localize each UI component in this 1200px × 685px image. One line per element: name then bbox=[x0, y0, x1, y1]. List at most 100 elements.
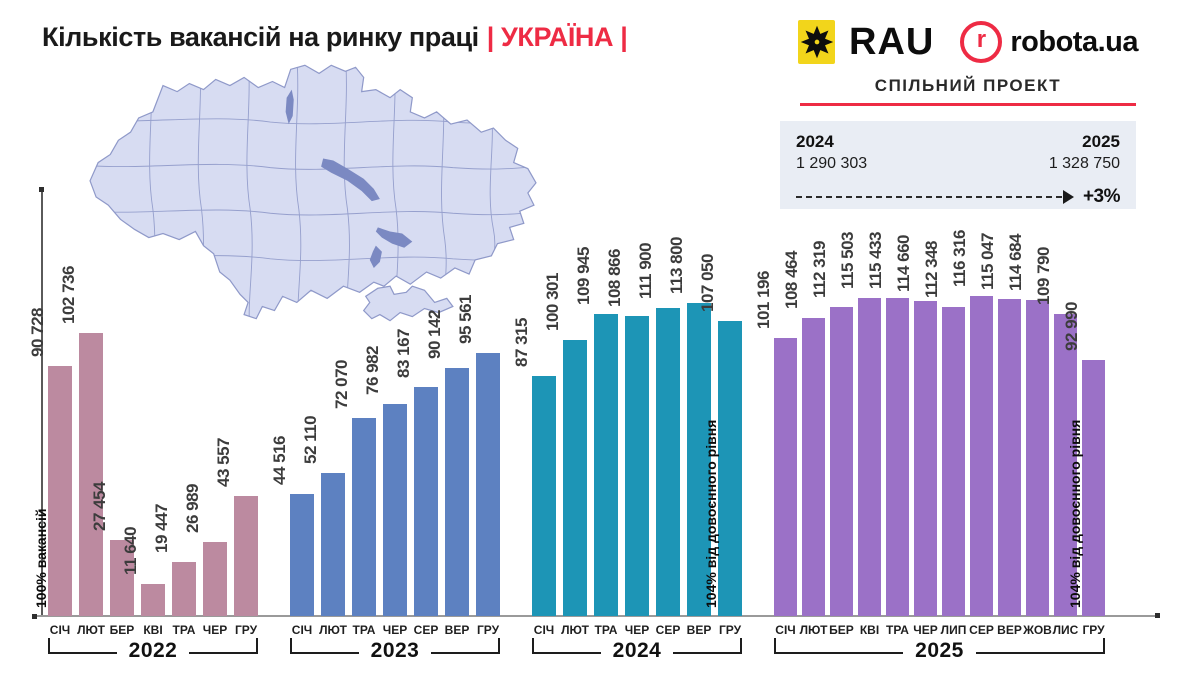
bracket-line bbox=[50, 652, 117, 654]
bar-value-label: 72 070 bbox=[332, 360, 351, 409]
bar-2022-КВІ: 11 640 КВІ bbox=[121, 185, 165, 637]
month-label: СІЧ bbox=[291, 623, 313, 637]
robota-logo: r robota.ua bbox=[960, 21, 1138, 63]
bar-value-label: 44 516 bbox=[270, 436, 289, 485]
bracket-tick bbox=[498, 638, 500, 654]
y-axis-top-marker bbox=[39, 187, 44, 192]
summary-total-left: 1 290 303 bbox=[796, 155, 868, 172]
bar-rect bbox=[141, 584, 165, 616]
bar-rect bbox=[625, 316, 649, 616]
ukraine-map bbox=[89, 64, 537, 322]
bar-value-label: 115 433 bbox=[866, 231, 885, 289]
month-label: ГРУ bbox=[718, 623, 742, 637]
bar-rect bbox=[998, 299, 1021, 616]
bar-rect bbox=[352, 418, 376, 616]
bar-group-2022: 90 728 100% вакансій СІЧ 102 736 ЛЮТ 27 454 БЕ… bbox=[28, 185, 258, 662]
bar-2024-ВЕР: 113 800 ВЕР bbox=[667, 185, 711, 637]
bar-2023-ЧЕР: 76 982 ЧЕР bbox=[363, 185, 407, 637]
dnipro-river bbox=[285, 89, 413, 268]
year-label: 2025 bbox=[915, 639, 964, 662]
x-axis-left-marker bbox=[32, 614, 37, 619]
bar-value-label: 108 866 bbox=[605, 249, 624, 307]
bar-rect bbox=[321, 473, 345, 616]
bar-2022-ГРУ: 43 557 ГРУ bbox=[214, 185, 258, 637]
month-label: ЛИС bbox=[1052, 623, 1079, 637]
x-axis-right-marker bbox=[1155, 613, 1160, 618]
bar-2022-СІЧ: 90 728 100% вакансій СІЧ bbox=[28, 185, 72, 637]
month-label: КВІ bbox=[859, 623, 880, 637]
year-label: 2023 bbox=[370, 639, 420, 662]
bar-value-label: 115 503 bbox=[838, 231, 857, 289]
bar-value-label: 100 301 bbox=[543, 273, 562, 331]
bracket-line bbox=[292, 652, 359, 654]
summary-year-right: 2025 bbox=[1082, 132, 1120, 151]
bar-2024-ТРА: 109 945 ТРА bbox=[574, 185, 618, 637]
bar-rect bbox=[1054, 314, 1077, 616]
bar-rect bbox=[532, 376, 556, 616]
bar-2025-ЛИП: 112 348 ЛИП bbox=[922, 185, 966, 637]
bar-2024-ГРУ: 107 050 104% від довоєнного рівня ГРУ bbox=[698, 185, 742, 637]
bar-2025-КВІ: 115 503 КВІ bbox=[838, 185, 881, 637]
bar-value-label: 27 454 bbox=[90, 482, 109, 531]
bar-2025-ЛЮТ: 108 464 ЛЮТ bbox=[782, 185, 827, 637]
month-label: СІЧ bbox=[49, 623, 71, 637]
month-label: ГРУ bbox=[1082, 623, 1105, 637]
bracket-line bbox=[776, 652, 904, 654]
bar-2022-ЛЮТ: 102 736 ЛЮТ bbox=[59, 185, 105, 637]
bar-rect bbox=[290, 494, 314, 616]
bracket-tick bbox=[256, 638, 258, 654]
partners-block: RAU r robota.ua СПІЛЬНИЙ ПРОЕКТ bbox=[798, 20, 1138, 96]
bar-2022-ЧЕР: 26 989 ЧЕР bbox=[183, 185, 227, 637]
bracket-line bbox=[189, 652, 256, 654]
bar-rect bbox=[858, 298, 881, 616]
bar-value-label: 115 047 bbox=[978, 232, 997, 290]
page-title-highlight: | УКРАЇНА | bbox=[486, 22, 628, 52]
bar-2024-СЕР: 111 900 СЕР bbox=[636, 185, 680, 637]
bar-rect bbox=[234, 496, 258, 616]
rau-star-icon bbox=[800, 25, 833, 59]
year-bracket-2025: 2025 bbox=[774, 638, 1105, 662]
bar-rect bbox=[48, 366, 72, 616]
bar-value-label: 90 728 bbox=[28, 308, 47, 357]
month-label: ЛЮТ bbox=[319, 623, 347, 637]
month-label: ВЕР bbox=[997, 623, 1022, 637]
bar-2023-ВЕР: 90 142 ВЕР bbox=[425, 185, 469, 637]
bar-rect bbox=[476, 353, 500, 616]
ukraine-outline bbox=[89, 64, 537, 320]
year-bracket-2023: 2023 bbox=[290, 638, 500, 662]
month-label: ЖОВ bbox=[1023, 623, 1052, 637]
bar-rect bbox=[110, 540, 134, 616]
bracket-tick bbox=[774, 638, 776, 654]
bar-2023-ТРА: 72 070 ТРА bbox=[332, 185, 376, 637]
bar-2022-БЕР: 27 454 БЕР bbox=[90, 185, 134, 637]
bar-2023-ЛЮТ: 52 110 ЛЮТ bbox=[301, 185, 347, 637]
month-label: СЕР bbox=[969, 623, 994, 637]
month-label: СІЧ bbox=[533, 623, 555, 637]
bar-2025-ЛИС: 109 790 ЛИС bbox=[1034, 185, 1078, 637]
month-label: ЛИП bbox=[940, 623, 967, 637]
bar-value-label: 95 561 bbox=[456, 295, 475, 344]
summary-change-badge: +3% bbox=[1082, 186, 1121, 207]
rau-logo-text: RAU bbox=[849, 21, 935, 63]
month-label: ТРА bbox=[886, 623, 909, 637]
bar-rect bbox=[687, 303, 711, 616]
month-label: СЕР bbox=[655, 623, 681, 637]
bar-2025-БЕР: 112 319 БЕР bbox=[810, 185, 854, 637]
dashed-trend-line bbox=[796, 196, 1062, 198]
bar-2024-ЧЕР: 108 866 ЧЕР bbox=[605, 185, 649, 637]
y-axis bbox=[41, 190, 43, 616]
bar-value-label: 109 790 bbox=[1034, 247, 1053, 305]
bar-annotation: 104% від довоєнного рівня bbox=[703, 419, 719, 608]
bracket-tick bbox=[1103, 638, 1105, 654]
summary-box: 2024 2025 1 290 303 1 328 750 +3% bbox=[780, 121, 1136, 209]
month-label: ЛЮТ bbox=[561, 623, 589, 637]
bar-value-label: 52 110 bbox=[301, 415, 320, 464]
bar-2023-СЕР: 83 167 СЕР bbox=[394, 185, 438, 637]
page-title: Кількість вакансій на ринку праці | УКРАЇ… bbox=[42, 22, 628, 53]
bar-2025-ЖОВ: 114 684 ЖОВ bbox=[1006, 185, 1052, 637]
bar-2025-ЧЕР: 114 660 ЧЕР bbox=[894, 185, 938, 637]
bracket-line bbox=[431, 652, 498, 654]
divider-line bbox=[800, 103, 1136, 106]
partners-subtitle: СПІЛЬНИЙ ПРОЕКТ bbox=[874, 76, 1062, 95]
bar-rect bbox=[718, 321, 742, 616]
